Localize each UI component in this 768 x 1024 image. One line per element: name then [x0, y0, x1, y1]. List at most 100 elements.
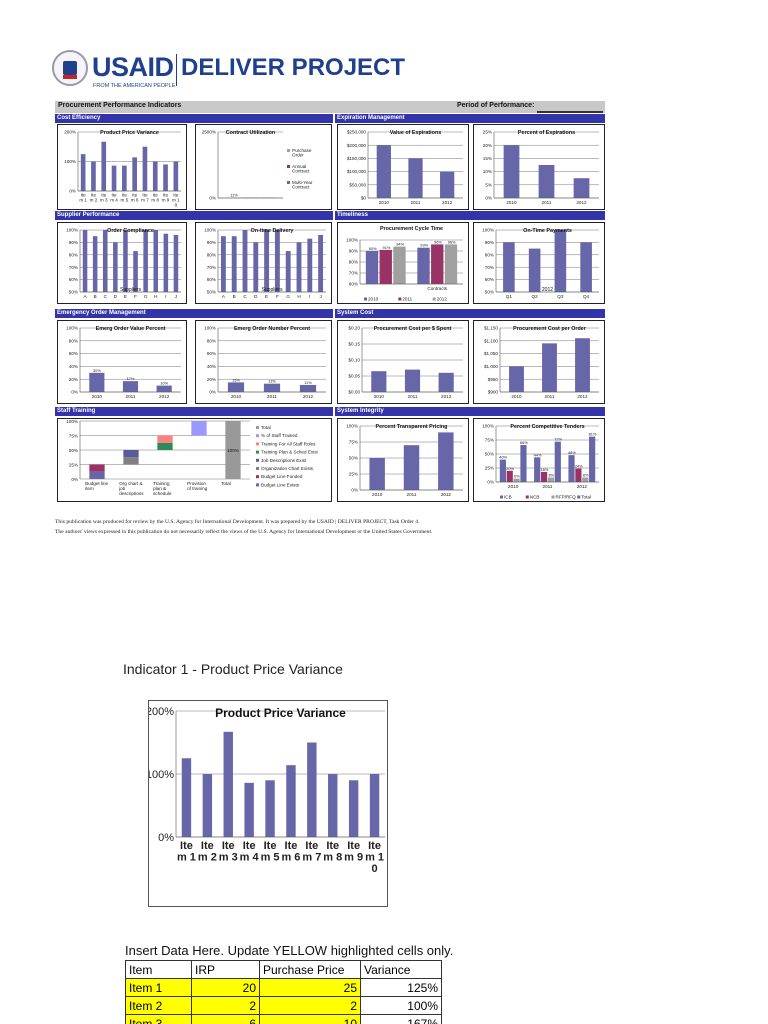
bar [299, 384, 317, 392]
legend-swatch [287, 181, 290, 184]
legend-label: 2012 [437, 297, 448, 302]
legend-swatch [432, 297, 436, 301]
legend-swatch [256, 467, 259, 470]
y-tick-label: 25% [483, 130, 492, 135]
x-tick-label: job [118, 486, 126, 491]
x-tick-label: Q1 [506, 294, 513, 299]
x-tick-label: Ite [243, 840, 256, 852]
bar [163, 233, 169, 292]
bar [444, 244, 458, 284]
bar [568, 455, 575, 482]
y-tick-label: 200% [64, 130, 76, 135]
bar [163, 164, 168, 191]
x-tick-label: m 4 [110, 197, 118, 202]
bar [589, 436, 596, 482]
bar [122, 381, 139, 392]
legend-swatch [256, 450, 259, 454]
bar [227, 382, 245, 392]
bar [538, 165, 555, 198]
data-label: 20% [506, 466, 514, 471]
x-tick-label: G [144, 294, 148, 299]
chart-svg: 0% 25% 50% 75% 100% 2010 40% 20%6% 66% 2011 44% 18%… [482, 424, 599, 500]
x-tick-label: 2010 [231, 394, 242, 399]
bar [143, 230, 148, 292]
x-tick-label: 2012 [577, 394, 588, 399]
x-tick-label: m 5 [121, 197, 129, 202]
chart-svg: $0.00 $0.05 $0.10 $0.15 $0.20 2010 2011 2012 Pro… [349, 326, 463, 399]
y-tick-label: 100% [482, 228, 494, 233]
chart-cost-per-order: $900 $950 $1,000 $1,050 $1,100 $1,150 2010 2011… [473, 320, 605, 404]
x-tick-label: Ite [91, 193, 97, 198]
x-tick-label: B [94, 294, 97, 299]
cell-purchase-price[interactable]: 10 [259, 1014, 361, 1024]
cell-item[interactable]: Item 2 [125, 996, 192, 1015]
y-tick-label: 50% [69, 448, 78, 453]
bar [133, 251, 138, 292]
data-label: 8% [583, 473, 589, 478]
chart-order-compliance: 50% 60% 70% 80% 90% 100% A B C D E F G H I J Order Compl… [57, 222, 187, 304]
bar [513, 478, 520, 482]
bar [575, 338, 590, 392]
y-tick-label: 80% [485, 252, 494, 257]
bar [265, 780, 275, 837]
y-tick-label: 100% [149, 769, 174, 781]
y-tick-label: 80% [69, 338, 78, 343]
bar [202, 774, 213, 837]
x-tick-label: m 1 [172, 197, 180, 202]
y-tick-label: $0.00 [349, 390, 361, 395]
bar [438, 432, 454, 490]
section-timeliness: Timeliness [335, 211, 605, 220]
table-row: Item 2 2 2 100% [125, 996, 442, 1015]
cell-variance: 100% [360, 996, 442, 1015]
chart-title: On-Time Payments [523, 228, 572, 234]
legend-label: RFP/RFQ [556, 495, 577, 500]
chart-value-of-expirations: $0 $50,000 $100,000 $150,000 $200,000 $250,00… [337, 124, 469, 210]
y-tick-label: $1,000 [484, 364, 498, 369]
bar [153, 230, 159, 292]
y-tick-label: 90% [349, 249, 358, 254]
table-header-row: Item IRP Purchase Price Variance [125, 960, 442, 979]
cell-purchase-price[interactable]: 25 [259, 978, 361, 997]
chart-title: Percent Transparent Pricing [376, 424, 448, 430]
legend-swatch [287, 165, 290, 168]
period-value-field[interactable] [537, 111, 603, 113]
bar [554, 441, 561, 482]
chart-title: Procurement Cycle Time [380, 226, 443, 232]
x-tick-label: m 7 [302, 852, 321, 864]
logo-usaid-text: USAID [92, 52, 174, 82]
cell-irp[interactable]: 6 [191, 1014, 260, 1024]
bar [328, 774, 338, 837]
x-tick-label: G [286, 294, 290, 299]
bar [369, 774, 380, 837]
y-tick-label: 2500% [202, 130, 216, 135]
legend-label: Organization Chart Exists [261, 466, 314, 471]
y-tick-label: 25% [69, 463, 78, 468]
y-tick-label: 50% [485, 290, 494, 295]
bar [156, 385, 172, 392]
x-tick-label: m 5 [261, 852, 280, 864]
chart-emerg-order-number: 0% 20% 40% 60% 80% 100% 2010 15% 2011 13% 2012 11% E… [195, 320, 332, 404]
y-tick-label: $50,000 [349, 182, 366, 187]
cell-irp[interactable]: 20 [191, 978, 260, 997]
x-tick-label: Contracts [427, 286, 447, 291]
bar [92, 236, 98, 292]
bar [393, 246, 406, 284]
bar [573, 178, 590, 198]
chart-on-time-payments: 50% 60% 70% 80% 90% 100% Q1 Q2 Q3 Q4 On-Time Payme… [473, 222, 605, 304]
cell-irp[interactable]: 2 [191, 996, 260, 1015]
cell-item[interactable]: Item 1 [125, 978, 192, 997]
x-tick-label: item [85, 486, 94, 491]
data-label: 11% [230, 193, 238, 198]
y-tick-label: 10% [483, 169, 492, 174]
section-staff-training: Staff Training [55, 407, 333, 416]
x-tick-label: m 1 [177, 852, 196, 864]
x-tick-label: m 4 [240, 852, 260, 864]
y-tick-label: 25% [485, 466, 494, 471]
cell-purchase-price[interactable]: 2 [259, 996, 361, 1015]
chart-staff-training: 0% 25% 50% 75% 100% Budget line item Org chart … [57, 418, 332, 502]
legend-swatch [525, 495, 529, 499]
cell-item[interactable]: Item 3 [125, 1014, 192, 1024]
y-tick-label: 100% [66, 326, 78, 331]
